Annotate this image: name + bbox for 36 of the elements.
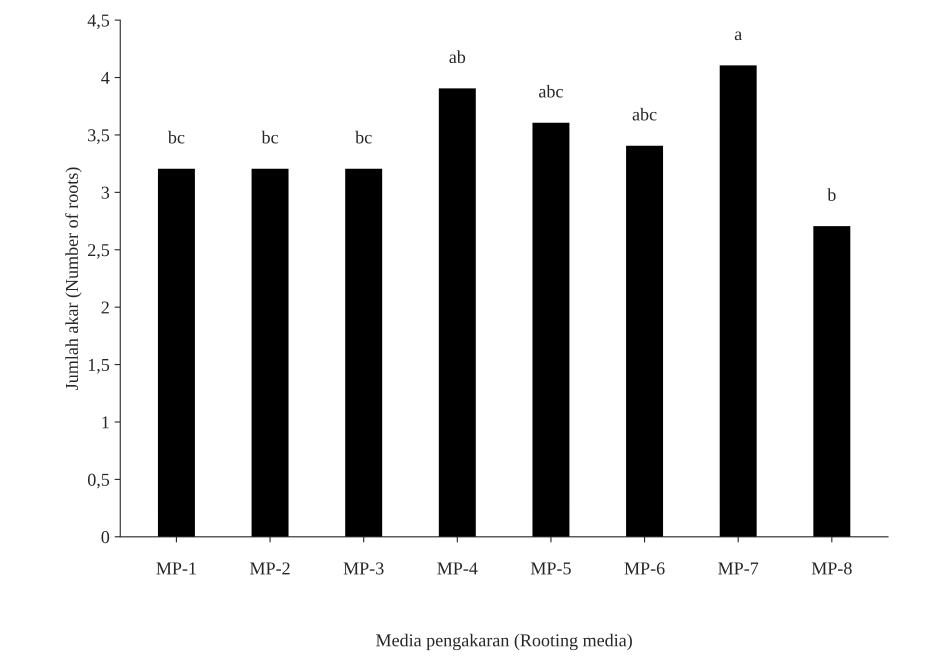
x-tick-label: MP-2 [250, 562, 290, 574]
bar [813, 226, 850, 537]
annotation: abc [632, 108, 657, 121]
bar [438, 88, 476, 537]
y-tick-label: 2 [102, 301, 109, 314]
x-axis-title: Media pengakaran (Rooting media) [376, 634, 632, 650]
y-tick-label: 3,5 [88, 129, 110, 144]
x-tick-label: MP-3 [344, 562, 384, 575]
annotation: a [734, 32, 742, 40]
y-tick-label: 4,5 [88, 14, 110, 30]
y-tick-label: 1,5 [88, 358, 110, 374]
bar [252, 168, 289, 537]
x-tick-label: MP-5 [530, 562, 571, 575]
annotation: b [827, 188, 836, 201]
x-tick-label: MP-8 [812, 562, 852, 575]
bar [345, 168, 382, 537]
y-tick-label: 0,5 [88, 474, 110, 488]
bar [720, 65, 757, 537]
x-tick-label: MP-7 [718, 562, 758, 574]
annotation: abc [539, 84, 563, 98]
annotation: bc [262, 130, 278, 144]
bar [158, 168, 195, 537]
annotation: bc [168, 130, 184, 144]
bar [532, 122, 570, 537]
x-tick-label: MP-1 [156, 562, 196, 574]
y-tick-label: 2,5 [88, 244, 110, 259]
y-tick-label: 0 [101, 531, 110, 544]
annotation: ab [449, 50, 466, 64]
y-tick-label: 1 [102, 416, 109, 428]
y-axis-title: Jumlah akar (Number of roots) [65, 167, 82, 390]
x-tick-label: MP-4 [437, 562, 478, 574]
x-tick-label: MP-6 [624, 562, 665, 575]
bar [626, 146, 664, 537]
annotation: bc [355, 130, 372, 144]
y-tick-label: 3 [102, 186, 110, 199]
y-tick-label: 4 [101, 72, 110, 84]
